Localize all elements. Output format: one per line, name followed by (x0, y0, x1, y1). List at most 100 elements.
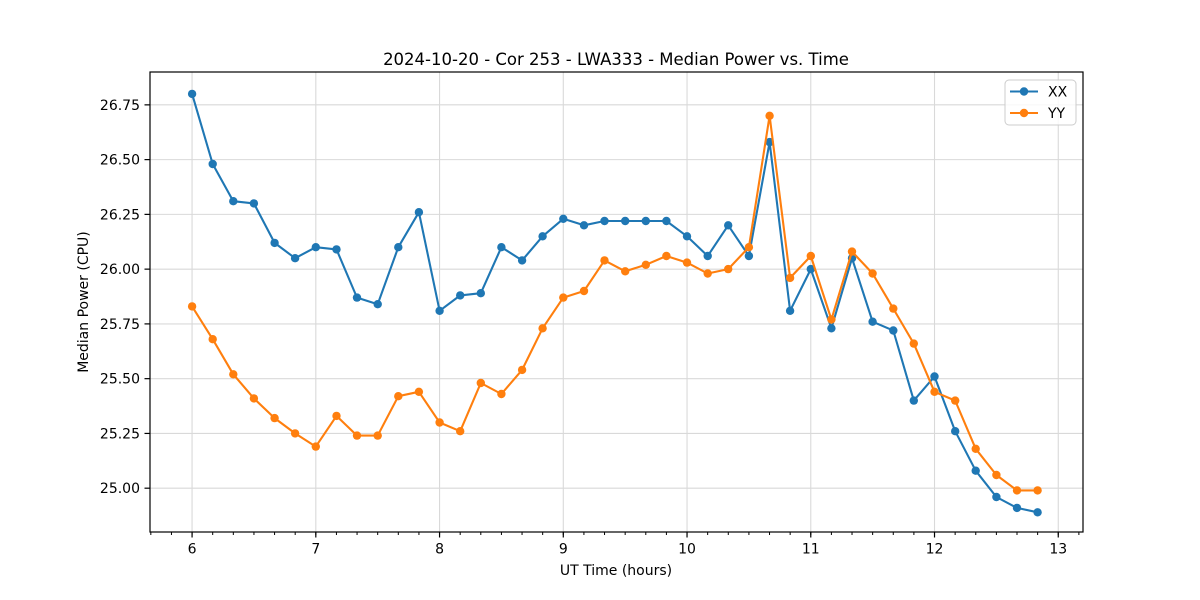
series-xx-marker (703, 251, 712, 261)
x-tick-label: 13 (1049, 542, 1067, 558)
y-axis-label: Median Power (CPU) (76, 231, 92, 373)
y-tick-label: 26.25 (100, 207, 140, 223)
series-yy-marker (249, 394, 259, 403)
series-xx-line (191, 92, 1039, 514)
x-tick-label: 11 (802, 542, 820, 558)
legend-marker-yy (1019, 108, 1029, 118)
series-xx-marker (311, 243, 320, 252)
series-xx-marker (744, 251, 754, 261)
y-tick-label: 26.00 (100, 262, 140, 278)
legend-marker-xx (1019, 87, 1029, 96)
series-xx-marker (414, 208, 424, 217)
series-xx-marker (270, 238, 279, 248)
series-yy-marker (456, 427, 465, 436)
x-tick-label: 10 (678, 542, 696, 558)
series-layer (187, 89, 1042, 517)
series-yy-marker (703, 269, 712, 278)
series-xx-marker (1012, 503, 1022, 513)
series-xx-marker (187, 89, 197, 99)
series-xx-marker (868, 317, 877, 326)
series-xx-marker (538, 232, 547, 241)
series-yy-marker (806, 251, 815, 261)
series-yy-line (191, 114, 1039, 492)
series-xx-marker (394, 243, 403, 252)
series-xx-marker (456, 291, 465, 300)
series-xx-marker (785, 306, 795, 315)
series-yy-marker (662, 251, 671, 261)
series-yy-marker (373, 431, 382, 440)
series-yy-marker (1033, 486, 1042, 495)
series-yy-marker (765, 111, 774, 121)
series-xx-marker (662, 216, 671, 226)
series-yy-marker (1012, 486, 1022, 495)
series-xx-marker (724, 221, 733, 230)
series-yy-marker (352, 431, 362, 440)
series-yy-marker (270, 413, 279, 423)
series-yy-marker (621, 267, 630, 276)
x-axis-label: UT Time (hours) (560, 563, 672, 579)
chart-title: 2024-10-20 - Cor 253 - LWA333 - Median P… (383, 50, 849, 69)
y-tick-label: 25.00 (100, 481, 140, 497)
series-yy-marker (332, 411, 341, 421)
series-yy-marker (971, 444, 980, 453)
x-tick-label: 9 (559, 542, 568, 558)
legend-label-yy: YY (1047, 106, 1066, 122)
series-yy-marker (847, 247, 857, 256)
series-xx-marker (373, 300, 382, 309)
series-xx-marker (517, 256, 527, 265)
series-xx-marker (971, 466, 980, 475)
series-yy-marker (909, 339, 918, 348)
series-xx-marker (332, 245, 341, 254)
series-yy-marker (930, 387, 939, 396)
y-tick-label: 26.50 (100, 153, 140, 169)
series-yy-marker (559, 293, 568, 302)
series-yy-marker (497, 389, 506, 399)
series-yy-marker (476, 378, 485, 388)
series-yy-marker (229, 370, 238, 379)
series-xx-marker (352, 293, 362, 302)
x-tick-label: 8 (435, 542, 444, 558)
y-tick-label: 25.50 (100, 372, 140, 388)
series-yy-marker (579, 286, 589, 296)
series-yy-marker (414, 387, 424, 396)
series-yy-marker (641, 260, 650, 269)
x-tick-label: 12 (926, 542, 944, 558)
legend: XX YY (1004, 79, 1077, 126)
y-tick-label: 25.25 (100, 426, 140, 442)
series-xx-marker (290, 254, 300, 263)
series-yy-marker (744, 243, 754, 252)
x-tick-label: 7 (311, 542, 320, 558)
series-yy-marker (538, 324, 547, 333)
series-xx-marker (806, 264, 815, 274)
series-xx-marker (497, 243, 506, 252)
series-xx-marker (435, 306, 444, 315)
series-xx-marker (208, 159, 217, 169)
series-yy-marker (682, 258, 692, 267)
legend-item-xx: XX (1010, 85, 1068, 101)
series-yy-marker (600, 256, 609, 265)
series-yy-marker (311, 442, 320, 451)
series-xx-marker (249, 199, 259, 208)
series-yy-marker (724, 264, 733, 274)
series-xx-marker (889, 326, 898, 335)
series-xx-marker (579, 221, 589, 230)
series-yy-marker (208, 335, 217, 344)
series-xx-marker (909, 396, 918, 405)
series-yy-marker (785, 273, 795, 283)
series-yy-marker (868, 269, 877, 278)
series-yy-marker (889, 304, 898, 313)
series-yy-marker (435, 418, 444, 427)
series-yy-marker (992, 470, 1001, 480)
series-xx-marker (621, 216, 630, 226)
y-tick-label: 25.75 (100, 317, 140, 333)
legend-label-xx: XX (1048, 85, 1068, 101)
series-xx-marker (600, 216, 609, 226)
series-yy-marker (827, 315, 836, 324)
series-yy-marker (951, 396, 960, 405)
gridlines-layer (150, 72, 1083, 532)
series-xx-marker (559, 214, 568, 223)
series-xx-marker (951, 427, 960, 436)
x-tick-label: 6 (188, 542, 197, 558)
